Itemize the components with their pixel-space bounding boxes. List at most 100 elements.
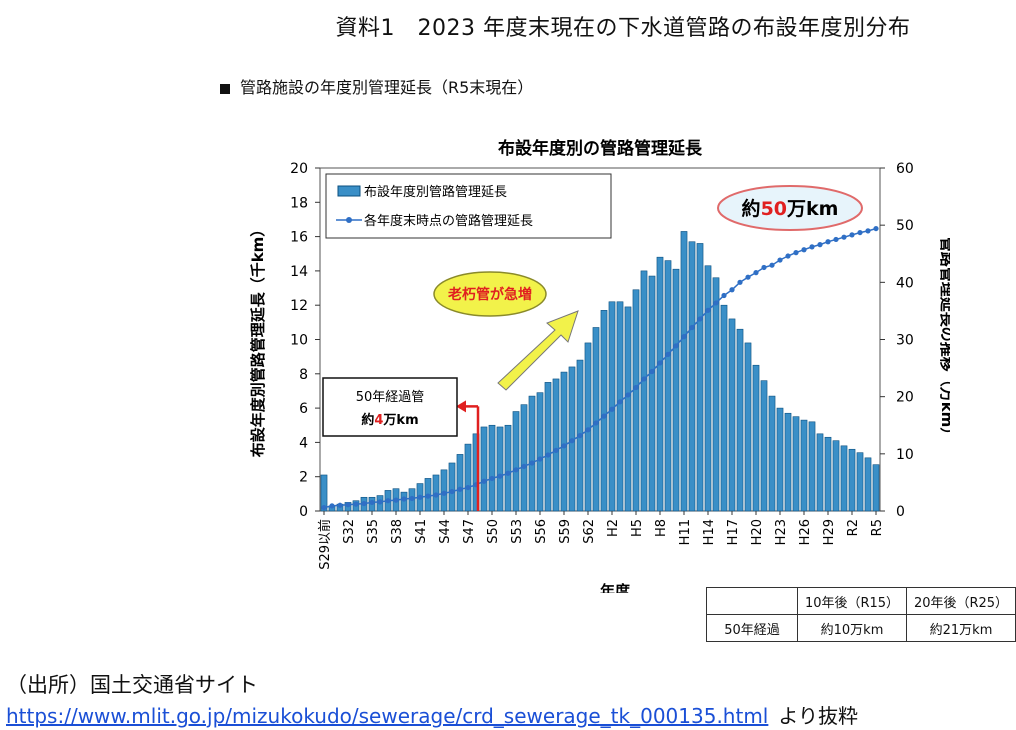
x-tick-label-S62: S62 <box>582 519 597 544</box>
bar-S63 <box>592 327 600 512</box>
bar-H6 <box>640 270 648 512</box>
bar-S56 <box>536 392 544 512</box>
bar-H12 <box>688 241 696 512</box>
line-point-S57 <box>545 452 551 458</box>
section-label: 管路施設の年度別管理延長（R5末現在） <box>220 74 533 98</box>
square-bullet-icon <box>220 83 230 94</box>
x-tick-label-S44: S44 <box>438 519 453 544</box>
bar-H27 <box>808 421 816 512</box>
aging-bubble <box>433 271 547 317</box>
fifty-year-arrow-icon <box>456 400 466 413</box>
legend-box <box>325 173 612 239</box>
x-axis-title: 年度 <box>600 582 631 593</box>
line-point-S56 <box>537 456 543 462</box>
line-point-S58 <box>553 447 559 454</box>
total-length-part: 50 <box>761 198 787 220</box>
bar-H23 <box>776 407 784 512</box>
x-tick-label-S38: S38 <box>390 519 405 544</box>
source-line: https://www.mlit.go.jp/mizukokudo/sewera… <box>6 700 858 729</box>
line-point-H10 <box>673 343 679 349</box>
bar-S49 <box>480 426 488 512</box>
aging-arrow-icon <box>497 310 579 391</box>
bar-H5 <box>632 289 640 512</box>
line-point-H6 <box>641 376 647 382</box>
x-tick-label-H8: H8 <box>654 519 669 537</box>
fifty-year-box <box>322 377 458 437</box>
y-left-tick-label: 2 <box>299 470 308 486</box>
line-point-S44 <box>441 490 447 496</box>
line-point-S49 <box>481 478 487 484</box>
x-tick-label-R2: R2 <box>846 519 861 536</box>
y-right-tick-label: 50 <box>896 218 914 234</box>
summary-table-header-20y: 20年後（R25） <box>906 587 1016 615</box>
line-point-H7 <box>649 368 655 375</box>
y-left-tick-label: 14 <box>290 264 308 280</box>
source-label: （出所）国土交通省サイト <box>6 673 258 697</box>
line-point-H19 <box>745 274 751 280</box>
bar-H21 <box>760 380 768 512</box>
line-point-S38 <box>393 497 399 503</box>
line-point-S52 <box>505 470 511 476</box>
y-left-tick-label: 0 <box>299 504 308 520</box>
bar-S58 <box>552 378 560 512</box>
line-point-S37 <box>385 498 391 504</box>
bar-R1 <box>840 445 848 512</box>
summary-table-header-row: 10年後（R15） 20年後（R25） <box>706 587 1016 615</box>
bar-H9 <box>664 260 672 512</box>
line-point-H24 <box>785 253 791 259</box>
bar-H11 <box>680 231 688 512</box>
x-tick-label-S53: S53 <box>510 519 525 544</box>
y-right-tick-label: 60 <box>896 161 914 177</box>
x-tick-label-S59: S59 <box>558 519 573 544</box>
legend-bar-swatch <box>337 185 361 197</box>
line-point-S46 <box>457 486 463 492</box>
line-point-S29以前 <box>321 504 327 511</box>
line-point-S30 <box>329 503 335 509</box>
bar-H19 <box>744 342 752 512</box>
legend-line-label: 各年度末時点の管路管理延長 <box>364 213 533 229</box>
bar-H13 <box>696 243 704 512</box>
y-right-tick-label: 30 <box>896 333 914 349</box>
x-tick-label-S47: S47 <box>462 519 477 544</box>
summary-table-row-label: 50年経過 <box>706 614 798 642</box>
line-point-S53 <box>513 467 519 473</box>
summary-table-header-10y: 10年後（R15） <box>797 587 907 615</box>
bar-S46 <box>456 454 464 512</box>
source-link[interactable]: https://www.mlit.go.jp/mizukokudo/sewera… <box>6 704 769 728</box>
line-point-H29 <box>825 239 831 245</box>
y-left-tick-label: 8 <box>299 367 308 383</box>
legend-line-marker <box>346 217 352 223</box>
fifty-year-value-part: 約 <box>361 412 374 428</box>
x-tick-label-H14: H14 <box>702 519 717 545</box>
line-point-S32 <box>345 502 351 508</box>
line-point-H8 <box>657 360 663 366</box>
y-right-axis-title: 管路管理延長の推移（万km） <box>938 237 950 443</box>
bar-H10 <box>672 268 680 512</box>
line-point-S61 <box>577 432 583 439</box>
fifty-year-value: 約4万km <box>361 412 418 428</box>
x-tick-label-H23: H23 <box>774 519 789 545</box>
bar-R2 <box>848 448 856 512</box>
line-point-R2 <box>849 232 855 238</box>
y-left-tick-label: 12 <box>290 298 308 314</box>
bar-H14 <box>704 265 712 512</box>
x-tick-label-H26: H26 <box>798 519 813 545</box>
fifty-year-label: 50年経過管 <box>356 390 425 405</box>
line-point-R1 <box>841 234 847 240</box>
summary-table: 10年後（R15） 20年後（R25） 50年経過 約10万km 約21万km <box>706 587 1016 642</box>
line-point-R5 <box>873 225 879 232</box>
line-point-S36 <box>377 499 383 505</box>
y-left-tick-label: 10 <box>290 333 308 349</box>
source-tail: より抜粋 <box>778 704 858 728</box>
line-point-H1 <box>601 413 607 419</box>
x-tick-label-S56: S56 <box>534 519 549 544</box>
line-point-H17 <box>729 287 735 293</box>
y-left-tick-label: 6 <box>299 401 308 417</box>
line-point-S59 <box>561 443 567 449</box>
line-point-S55 <box>529 460 535 466</box>
bar-H18 <box>736 328 744 512</box>
bar-H29 <box>824 436 832 512</box>
chart-title: 布設年度別の管路管理延長 <box>498 138 703 159</box>
bar-S51 <box>496 426 504 512</box>
line-point-H21 <box>761 264 767 271</box>
